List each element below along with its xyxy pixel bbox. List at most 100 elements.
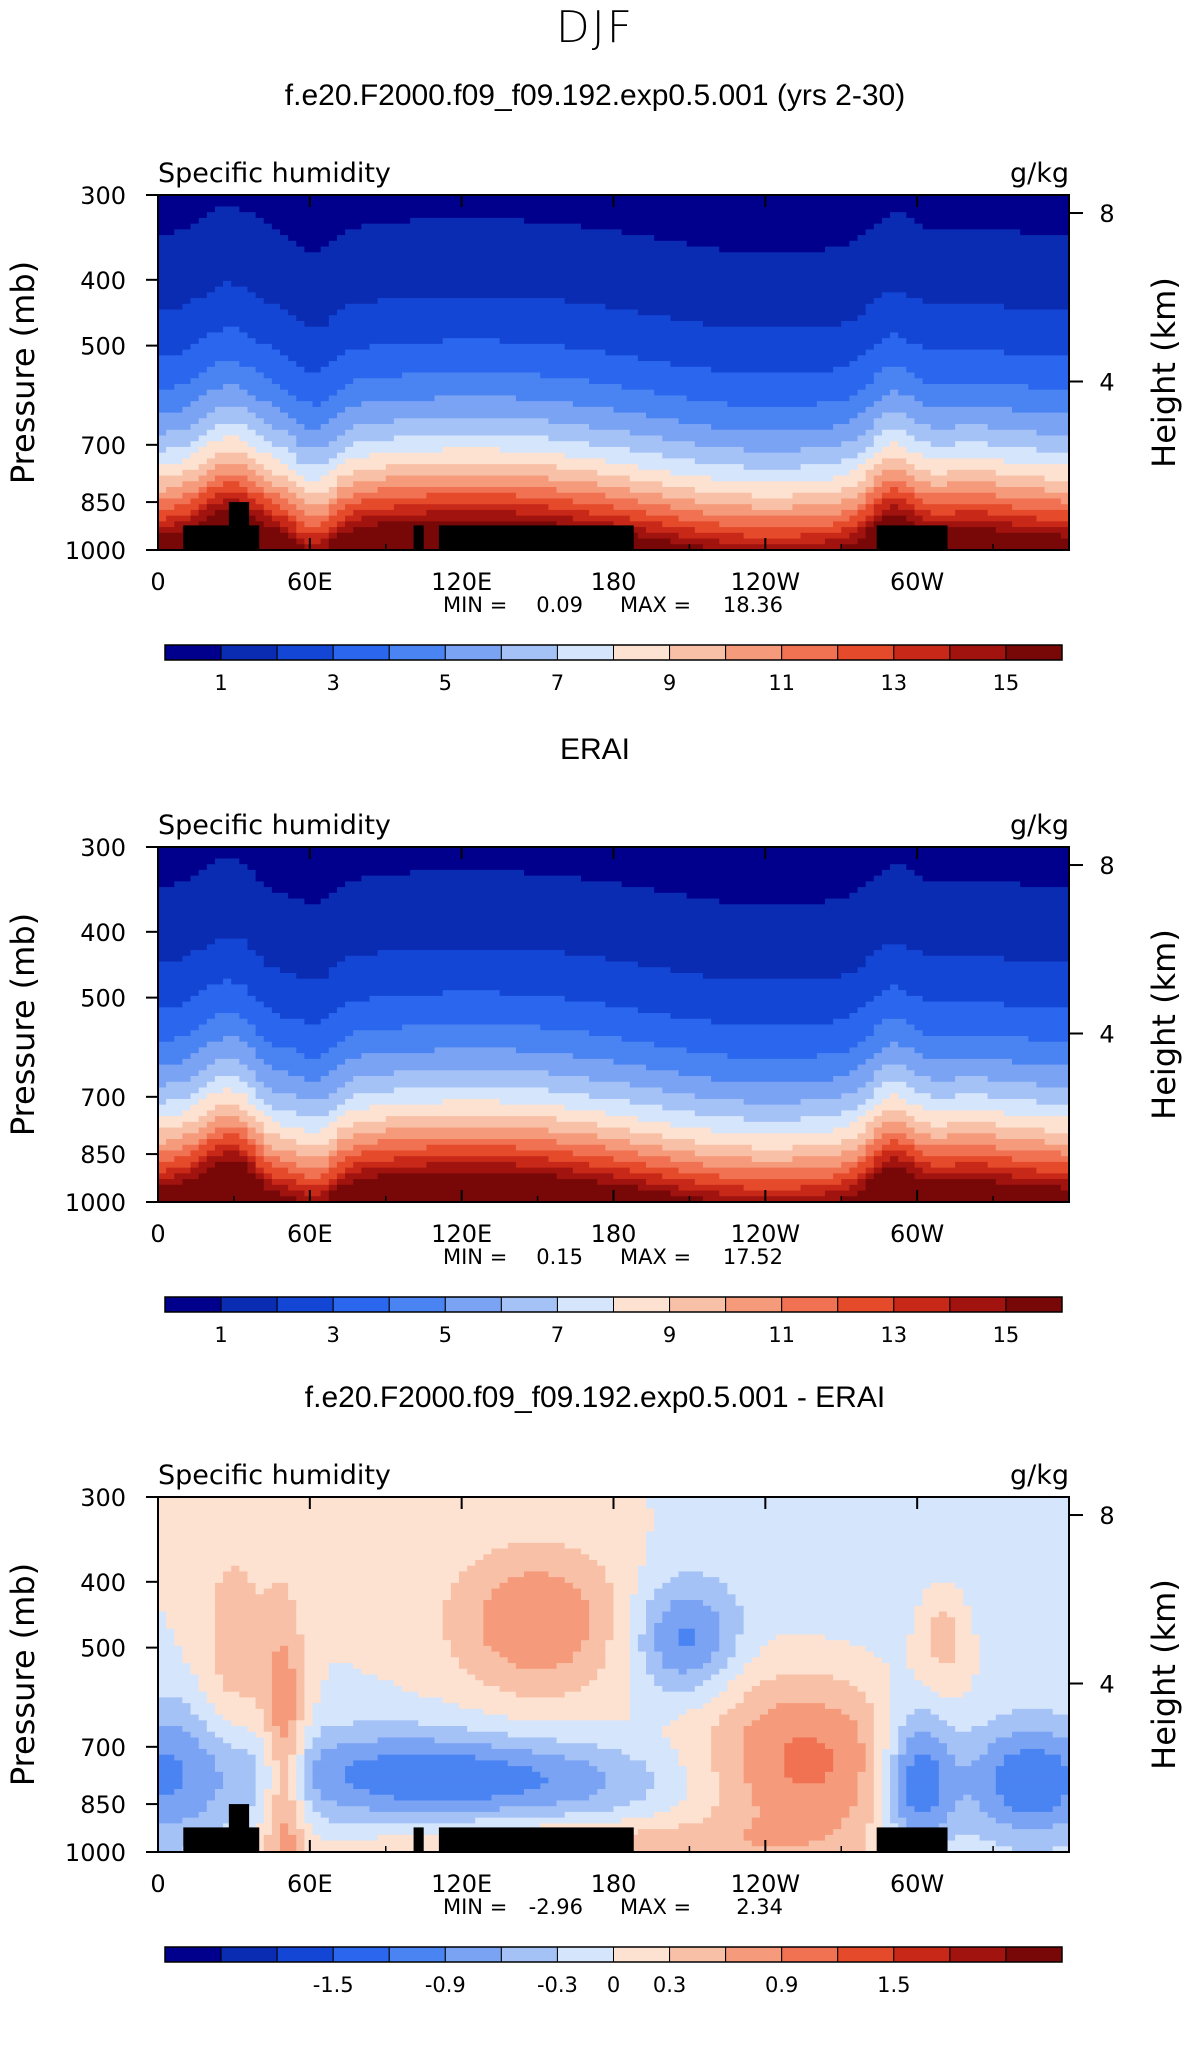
colorbar-swatch xyxy=(893,644,951,661)
y-tick-label: 700 xyxy=(80,1734,126,1762)
x-tick-label: 60W xyxy=(890,568,944,596)
colorbar-label: 11 xyxy=(768,671,795,695)
units-label: g/kg xyxy=(1010,810,1069,841)
colorbar-swatch xyxy=(613,1946,671,1963)
colorbar-swatch xyxy=(500,644,558,661)
mask-block xyxy=(876,525,948,550)
colorbar-swatch xyxy=(500,1296,558,1313)
colorbar-swatch xyxy=(781,1946,839,1963)
colorbar-frame xyxy=(164,1296,1063,1313)
colorbar-swatch xyxy=(500,1946,558,1963)
colorbar-swatch xyxy=(781,644,839,661)
colorbar-label: 3 xyxy=(327,671,340,695)
colorbar: -1.5 -0.9 -0.3 0 0.3 0.9 1.5 xyxy=(164,1946,1063,1997)
colorbar-swatch xyxy=(949,1946,1007,1963)
y2-axis-label: Height (km) xyxy=(1145,277,1183,468)
y-tick-label: 1000 xyxy=(65,1839,126,1867)
colorbar-swatch xyxy=(949,644,1007,661)
colorbar-label: -1.5 xyxy=(313,1973,354,1997)
y-tick-label: 400 xyxy=(80,919,126,947)
y-tick-label: 1000 xyxy=(65,1189,126,1217)
y2-axis-label: Height (km) xyxy=(1145,1579,1183,1770)
colorbar-swatch xyxy=(669,1946,727,1963)
colorbar: 1 3 5 7 9 11 13 15 xyxy=(164,644,1063,695)
min-value: -2.96 xyxy=(529,1895,583,1919)
topography-mask xyxy=(183,502,948,550)
variable-label: Specific humidity xyxy=(158,1460,391,1491)
colorbar-swatch xyxy=(949,1296,1007,1313)
x-tick-label: 60W xyxy=(890,1870,944,1898)
colorbar-frame xyxy=(164,644,1063,661)
x-tick-label: 120E xyxy=(431,568,492,596)
max-label: MAX = xyxy=(620,1895,691,1919)
page-title: DJF xyxy=(555,2,635,53)
colorbar-frame xyxy=(164,1946,1063,1963)
x-tick-label: 120E xyxy=(431,1870,492,1898)
colorbar-label: 7 xyxy=(551,671,564,695)
colorbar-swatch xyxy=(444,644,502,661)
colorbar-swatch xyxy=(164,1946,222,1963)
panel-2-title: ERAI xyxy=(559,733,631,766)
colorbar-label: 5 xyxy=(439,1323,452,1347)
panel-2-chart: Specific humidity g/kg 0 60E 120E 180 120W 60W 3… xyxy=(4,810,1183,1347)
colorbar-swatch xyxy=(893,1946,951,1963)
y-tick-label: 300 xyxy=(80,182,126,210)
topography-mask xyxy=(183,1804,948,1852)
panel-1-chart: Specific humidity g/kg 0 60E 120E 180 120W 60W 3… xyxy=(4,158,1183,695)
y-tick-label: 850 xyxy=(80,489,126,517)
mask-block xyxy=(228,502,250,550)
y-tick-label: 700 xyxy=(80,1084,126,1112)
y-tick-label: 400 xyxy=(80,267,126,295)
colorbar-swatch xyxy=(837,1296,895,1313)
colorbar-swatch xyxy=(781,1296,839,1313)
max-label: MAX = xyxy=(620,593,691,617)
colorbar-swatch xyxy=(220,1946,278,1963)
colorbar-label: -0.3 xyxy=(537,1973,578,1997)
y-axis-label: Pressure (mb) xyxy=(4,261,42,484)
colorbar-swatch xyxy=(556,1296,614,1313)
colorbar-swatch xyxy=(276,644,334,661)
colorbar-label: 11 xyxy=(768,1323,795,1347)
x-tick-label: 60E xyxy=(287,1220,333,1248)
colorbar-swatch xyxy=(332,1946,390,1963)
y-tick-label: 500 xyxy=(80,1635,126,1663)
x-tick-label: 120W xyxy=(731,568,801,596)
panel-1-title: f.e20.F2000.f09_f09.192.exp0.5.001 (yrs … xyxy=(284,79,906,112)
colorbar-label: 0.9 xyxy=(765,1973,798,1997)
mask-block xyxy=(876,1827,948,1852)
variable-label: Specific humidity xyxy=(158,158,391,189)
y-tick-label: 300 xyxy=(80,834,126,862)
mask-block xyxy=(438,1827,634,1852)
x-tick-label: 180 xyxy=(591,1870,637,1898)
y2-tick-label: 8 xyxy=(1099,200,1114,228)
max-label: MAX = xyxy=(620,1245,691,1269)
mask-block xyxy=(413,525,424,550)
colorbar-label: 15 xyxy=(993,1323,1020,1347)
y-tick-label: 300 xyxy=(80,1484,126,1512)
y-tick-label: 500 xyxy=(80,333,126,361)
colorbar-swatch xyxy=(556,644,614,661)
y-axis-label: Pressure (mb) xyxy=(4,913,42,1136)
colorbar-label: 0.3 xyxy=(653,1973,686,1997)
contour-field xyxy=(158,847,1070,1203)
x-tick-label: 60W xyxy=(890,1220,944,1248)
units-label: g/kg xyxy=(1010,1460,1069,1491)
colorbar-swatch xyxy=(388,644,446,661)
min-value: 0.15 xyxy=(536,1245,583,1269)
colorbar-label: 1.5 xyxy=(877,1973,910,1997)
min-label: MIN = xyxy=(443,593,507,617)
y-tick-label: 400 xyxy=(80,1569,126,1597)
mask-block xyxy=(438,525,634,550)
colorbar-label: 13 xyxy=(880,671,907,695)
colorbar-label: 7 xyxy=(551,1323,564,1347)
y-tick-label: 1000 xyxy=(65,537,126,565)
mask-block xyxy=(413,1827,424,1852)
colorbar-swatch xyxy=(1005,644,1063,661)
y2-tick-label: 4 xyxy=(1099,1671,1114,1699)
colorbar-label: 5 xyxy=(439,671,452,695)
colorbar: 1 3 5 7 9 11 13 15 xyxy=(164,1296,1063,1347)
x-tick-label: 180 xyxy=(591,568,637,596)
x-tick-label: 0 xyxy=(150,1870,165,1898)
colorbar-swatch xyxy=(893,1296,951,1313)
contour-field xyxy=(158,1497,1070,1853)
